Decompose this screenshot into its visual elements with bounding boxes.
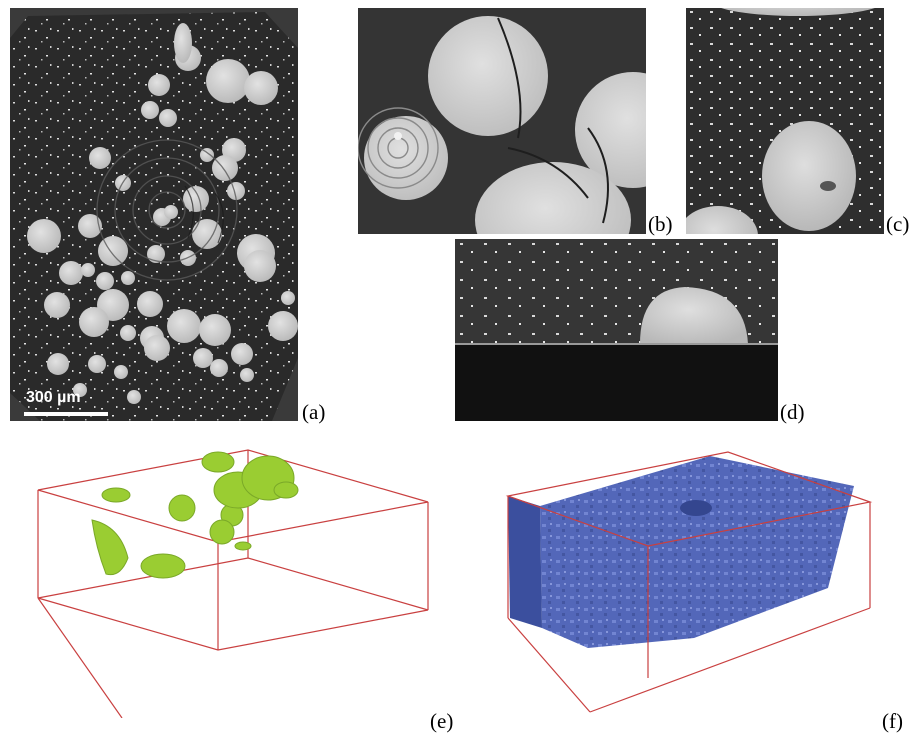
render-matrix-image xyxy=(498,438,882,718)
ct-slice-image xyxy=(10,8,298,421)
panel-label-e: (e) xyxy=(430,709,454,733)
panel-label-c: (c) xyxy=(886,212,910,236)
panel-b-ct-zoom xyxy=(358,8,646,234)
panel-label-f: (f) xyxy=(882,709,903,733)
panel-e-3d-render-particles xyxy=(10,438,440,718)
panel-label-a: (a) xyxy=(302,400,326,424)
panel-label-b: (b) xyxy=(648,212,673,236)
panel-f-3d-render-matrix xyxy=(498,438,882,718)
render-particles-image xyxy=(10,438,440,718)
scale-bar xyxy=(24,412,108,416)
panel-a-ct-slice: 300 µm xyxy=(10,8,298,421)
scale-bar-label: 300 µm xyxy=(26,389,81,406)
ct-cross-section-image xyxy=(455,239,778,421)
ct-particle-image xyxy=(686,8,884,234)
panel-d-ct-cross-section xyxy=(455,239,778,421)
ct-zoom-image xyxy=(358,8,646,234)
panel-c-ct-zoom xyxy=(686,8,884,234)
panel-label-d: (d) xyxy=(780,400,805,424)
